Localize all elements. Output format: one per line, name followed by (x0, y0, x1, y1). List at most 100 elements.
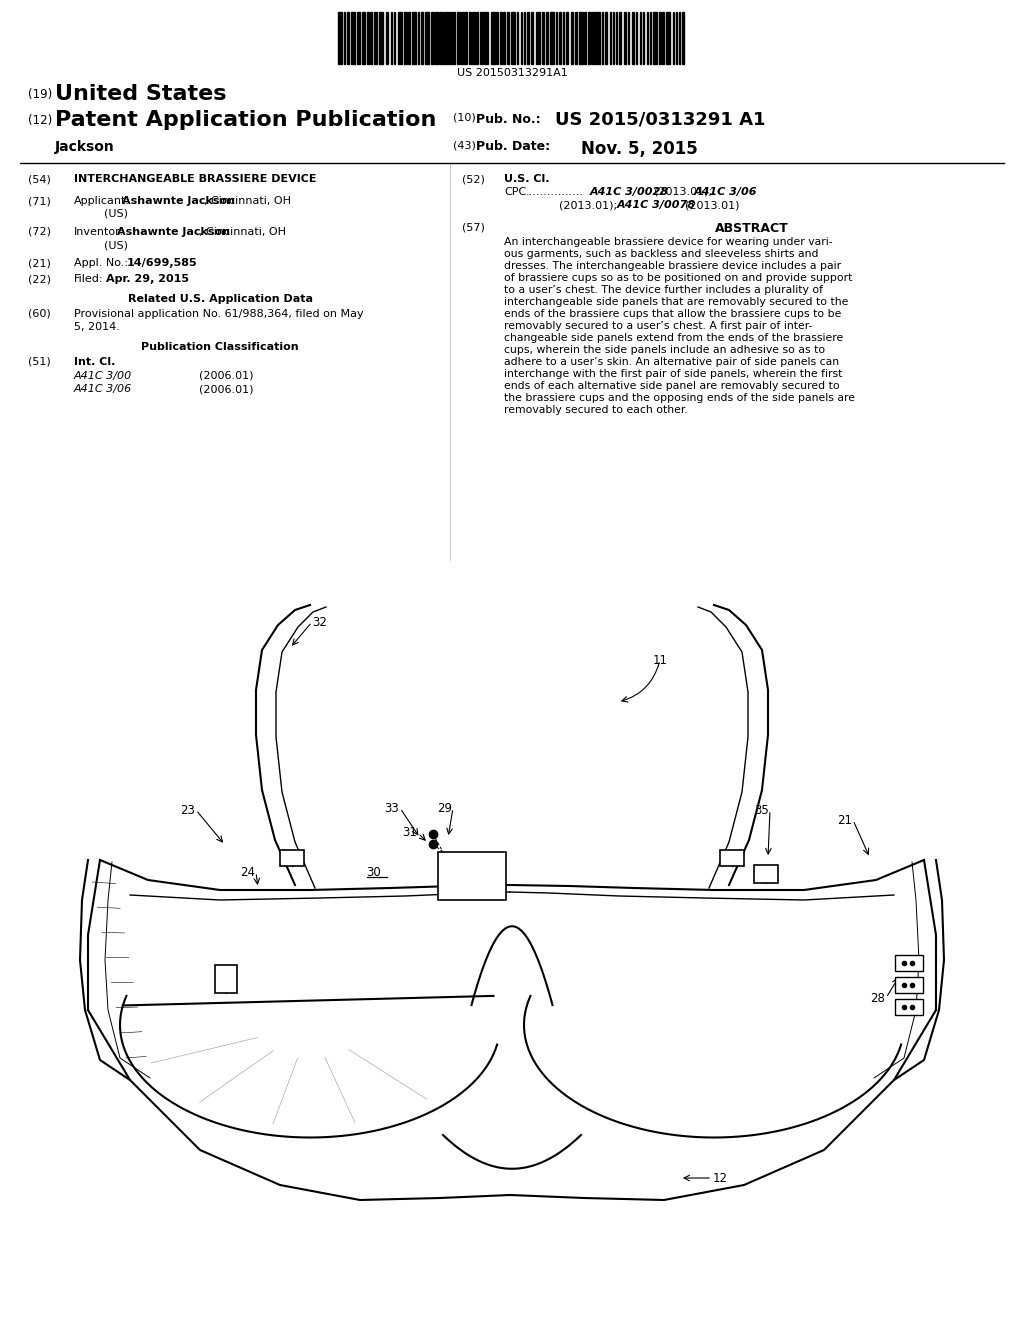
Text: ✱: ✱ (467, 871, 473, 880)
Text: interchange with the first pair of side panels, wherein the first: interchange with the first pair of side … (504, 370, 843, 379)
Bar (390, 12, 392, 63)
Text: of brassiere cups so as to be positioned on and provide support: of brassiere cups so as to be positioned… (504, 273, 852, 282)
Text: ✱: ✱ (467, 886, 473, 895)
Text: US 2015/0313291 A1: US 2015/0313291 A1 (555, 110, 766, 128)
Bar (618, 12, 621, 63)
Text: ABSTRACT: ABSTRACT (715, 222, 788, 235)
Bar (511, 12, 515, 63)
Bar (609, 12, 611, 63)
Text: A41C 3/06: A41C 3/06 (694, 187, 758, 197)
Text: (54): (54) (28, 174, 51, 183)
Text: Related U.S. Application Data: Related U.S. Application Data (128, 294, 312, 304)
Text: 29: 29 (437, 801, 453, 814)
Bar (418, 12, 419, 63)
Text: 28: 28 (870, 991, 886, 1005)
Bar (461, 12, 463, 63)
Bar (425, 12, 428, 63)
Text: , Cincinnati, OH: , Cincinnati, OH (204, 195, 291, 206)
Text: 33: 33 (385, 801, 399, 814)
Text: Provisional application No. 61/988,364, filed on May: Provisional application No. 61/988,364, … (74, 309, 364, 319)
Text: (2006.01): (2006.01) (199, 371, 254, 381)
Text: Filed:: Filed: (74, 275, 103, 284)
Bar (379, 12, 383, 63)
Text: removably secured to a user’s chest. A first pair of inter-: removably secured to a user’s chest. A f… (504, 321, 812, 331)
Text: ✱: ✱ (486, 858, 494, 866)
Text: cups, wherein the side panels include an adhesive so as to: cups, wherein the side panels include an… (504, 345, 825, 355)
Bar (565, 12, 568, 63)
Bar (588, 12, 591, 63)
Bar (546, 12, 548, 63)
Text: (2013.01);: (2013.01); (654, 187, 712, 197)
Text: 32: 32 (312, 615, 328, 628)
Bar (754, 865, 778, 883)
Text: ✱: ✱ (486, 886, 494, 895)
Bar (350, 12, 354, 63)
Bar (646, 12, 648, 63)
Text: adhere to a user’s skin. An alternative pair of side panels can: adhere to a user’s skin. An alternative … (504, 356, 839, 367)
Bar (895, 977, 923, 993)
Bar (570, 12, 573, 63)
Bar (666, 12, 670, 63)
Text: Jackson: Jackson (55, 140, 115, 154)
Text: removably secured to each other.: removably secured to each other. (504, 405, 688, 414)
Text: ✱: ✱ (467, 858, 473, 866)
Bar (439, 12, 440, 63)
Bar (385, 12, 388, 63)
Text: (52): (52) (462, 174, 485, 183)
Text: (12): (12) (28, 114, 52, 127)
Text: (60): (60) (28, 309, 51, 319)
Text: An interchangeable brassiere device for wearing under vari-: An interchangeable brassiere device for … (504, 238, 833, 247)
Bar (507, 12, 509, 63)
Bar (472, 12, 474, 63)
Bar (574, 12, 577, 63)
Bar (503, 12, 505, 63)
Bar (476, 12, 477, 63)
Text: interchangeable side panels that are removably secured to the: interchangeable side panels that are rem… (504, 297, 848, 308)
Bar (895, 954, 923, 972)
Bar (526, 12, 529, 63)
Text: A41C 3/00: A41C 3/00 (74, 371, 132, 381)
Bar (480, 12, 482, 63)
Bar (624, 12, 626, 63)
Text: ends of the brassiere cups that allow the brassiere cups to be: ends of the brassiere cups that allow th… (504, 309, 842, 319)
Text: (21): (21) (28, 257, 51, 268)
Bar (550, 12, 554, 63)
Bar (442, 12, 443, 63)
Bar (536, 12, 540, 63)
Bar (367, 12, 369, 63)
Text: Inventor:: Inventor: (74, 227, 124, 238)
Text: the brassiere cups and the opposing ends of the side panels are: the brassiere cups and the opposing ends… (504, 393, 855, 403)
Text: 21: 21 (838, 813, 853, 826)
Bar (895, 999, 923, 1015)
Bar (435, 12, 437, 63)
Text: A41C 3/0028: A41C 3/0028 (590, 187, 669, 197)
Bar (662, 12, 664, 63)
Text: ✱: ✱ (446, 858, 454, 866)
Text: Nov. 5, 2015: Nov. 5, 2015 (582, 140, 698, 158)
Text: (2013.01): (2013.01) (685, 201, 739, 210)
Bar (449, 12, 451, 63)
Bar (412, 12, 416, 63)
Text: 11: 11 (652, 653, 668, 667)
Text: 35: 35 (755, 804, 769, 817)
Text: (2006.01): (2006.01) (199, 384, 254, 393)
Text: A41C 3/06: A41C 3/06 (74, 384, 132, 393)
Bar (490, 12, 495, 63)
Text: (19): (19) (28, 88, 52, 102)
Bar (682, 12, 684, 63)
Bar (516, 12, 518, 63)
Bar (431, 12, 433, 63)
Text: US 20150313291A1: US 20150313291A1 (457, 69, 567, 78)
Bar (579, 12, 583, 63)
Text: 31: 31 (402, 826, 418, 840)
Bar (421, 12, 423, 63)
Bar (357, 12, 359, 63)
Text: CPC: CPC (504, 187, 526, 197)
Bar (530, 12, 534, 63)
Text: (22): (22) (28, 275, 51, 284)
Text: (2013.01);: (2013.01); (559, 201, 617, 210)
Bar (215, 965, 237, 993)
Bar (542, 12, 544, 63)
Bar (676, 12, 677, 63)
Text: Applicant:: Applicant: (74, 195, 130, 206)
